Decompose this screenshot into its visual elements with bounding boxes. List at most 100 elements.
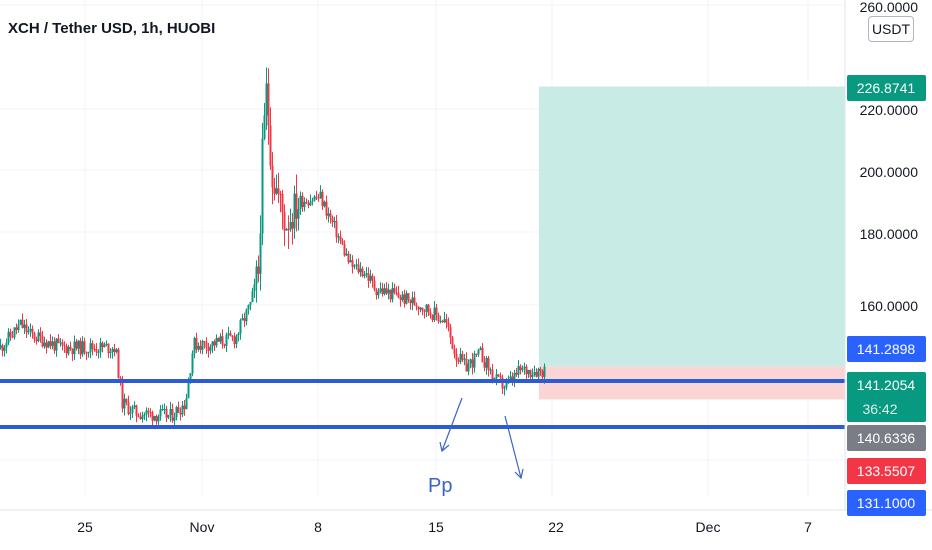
candle-body (215, 337, 218, 346)
candle-body (151, 412, 154, 421)
candle-body (339, 236, 342, 241)
candle-body (181, 405, 184, 415)
candle-body (435, 307, 438, 315)
candle-body (455, 354, 458, 361)
arrow-head (514, 468, 524, 480)
candle-body (193, 338, 196, 354)
candle-body (481, 347, 484, 363)
candle-body (57, 338, 60, 343)
candle-body (359, 268, 362, 273)
candle-body (153, 415, 156, 421)
x-tick-label: 22 (548, 519, 564, 535)
candle-body (5, 342, 8, 348)
candle-body (137, 415, 140, 418)
candle-body (477, 349, 480, 355)
candle-body (295, 193, 298, 219)
x-tick-label: 25 (77, 519, 93, 535)
candle-body (129, 412, 132, 414)
candle-body (97, 352, 100, 354)
candle-body (279, 193, 282, 195)
candle-body (287, 228, 290, 230)
candle-body (79, 340, 82, 355)
horizontal-lines (0, 379, 845, 429)
candle-body (201, 341, 204, 350)
candle-body (159, 409, 162, 417)
candle-body (225, 334, 228, 346)
price-tag-label: 226.8741 (857, 80, 916, 96)
candle-body (473, 353, 476, 368)
candle-body (303, 202, 306, 208)
candle-body (537, 368, 540, 377)
price-tag-label: 141.2054 (857, 377, 916, 393)
candle-body (165, 408, 168, 418)
price-tag (847, 458, 926, 484)
candle-body (383, 288, 386, 295)
candle-body (445, 319, 448, 323)
candle-body (447, 322, 450, 327)
candle-body (375, 289, 378, 296)
candle-body (55, 338, 58, 351)
candle-body (539, 368, 542, 371)
price-tag (847, 336, 926, 362)
axes: 260.0000 220.0000 200.0000 180.0000 160.0000… (0, 0, 932, 535)
candle-body (13, 327, 16, 338)
candle-body (343, 244, 346, 256)
candle-body (377, 291, 380, 296)
candle-body (21, 319, 24, 328)
candle-body (291, 222, 294, 229)
candle-body (439, 320, 442, 322)
candle-body (231, 335, 234, 337)
candle-body (423, 310, 426, 312)
candle-body (125, 398, 128, 403)
candle-body (493, 378, 496, 380)
candle-body (41, 336, 44, 347)
candle-body (391, 287, 394, 300)
candle-body (235, 335, 238, 344)
candle-body (9, 331, 12, 337)
candle-body (457, 360, 460, 362)
candle-body (155, 415, 158, 422)
candle-body (277, 188, 280, 194)
candle-body (91, 343, 94, 349)
candle-body (275, 188, 278, 194)
candle-body (237, 333, 240, 336)
candle-body (149, 411, 152, 413)
candle-body (77, 340, 80, 349)
annotations: Pp (428, 397, 524, 497)
candle-body (337, 236, 340, 238)
candle-body (409, 299, 412, 304)
candle-body (63, 345, 66, 347)
candle-body (259, 233, 262, 274)
profit-zone (539, 86, 845, 367)
candle-body (463, 358, 466, 360)
candle-body (323, 201, 326, 207)
candle-body (487, 357, 490, 371)
candle-body (379, 288, 382, 292)
candle-body (311, 200, 314, 202)
candle-body (535, 372, 538, 377)
candle-body (127, 402, 130, 414)
candle-body (505, 381, 508, 388)
candle-body (387, 289, 390, 294)
candle-body (7, 331, 10, 343)
candle-body (143, 414, 146, 416)
candle-body (29, 328, 32, 331)
y-tick-label: 260.0000 (860, 0, 919, 15)
candle-body (497, 374, 500, 376)
candle-body (421, 307, 424, 311)
candle-body (427, 304, 430, 313)
candle-body (227, 333, 230, 335)
candle-body (327, 213, 330, 216)
candle-body (401, 294, 404, 300)
candle-body (113, 348, 116, 353)
candle-body (467, 363, 470, 372)
candle-body (169, 409, 172, 415)
candle-body (395, 292, 398, 294)
currency-unit-label[interactable]: USDT (868, 16, 914, 42)
candle-body (253, 284, 256, 292)
candle-body (433, 307, 436, 320)
candle-body (89, 343, 92, 353)
candle-body (145, 410, 148, 415)
candle-body (15, 327, 18, 331)
